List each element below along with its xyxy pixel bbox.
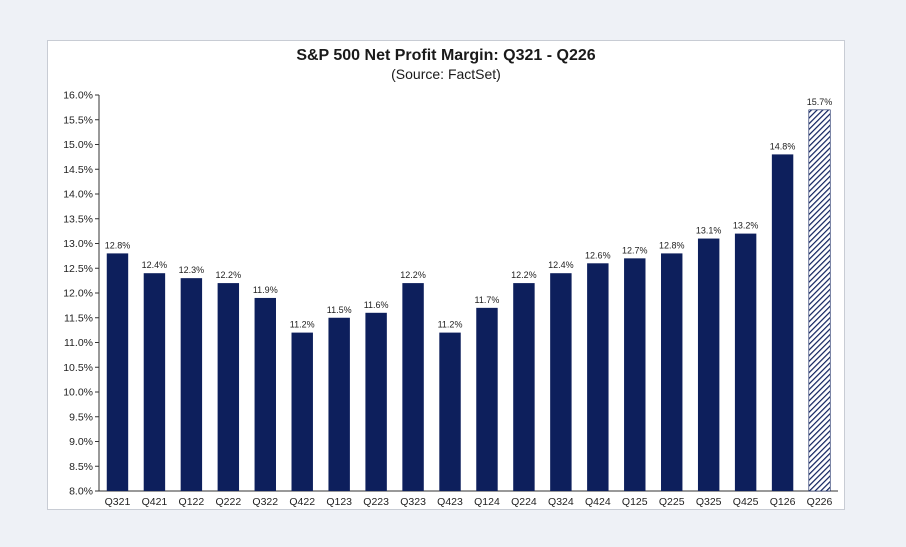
data-label: 12.8% xyxy=(105,240,131,250)
y-tick-label: 12.5% xyxy=(63,263,93,275)
bar xyxy=(439,332,461,491)
bar xyxy=(143,273,166,491)
bar xyxy=(106,253,129,491)
x-tick-label: Q421 xyxy=(142,496,168,508)
y-tick-label: 16.0% xyxy=(63,90,93,102)
data-label: 12.2% xyxy=(400,270,426,280)
bar xyxy=(476,307,498,491)
bar xyxy=(624,258,646,491)
y-tick-label: 8.5% xyxy=(69,461,93,473)
x-tick-label: Q226 xyxy=(807,496,833,508)
y-tick-label: 8.0% xyxy=(69,486,93,498)
y-tick-label: 9.5% xyxy=(69,411,93,423)
data-label: 12.2% xyxy=(511,270,537,280)
bar-chart: 8.0% 8.5% 9.0% 9.5% 10.0% 10.5% 11.0% 11.5% 12.0… xyxy=(63,90,838,508)
data-label: 13.1% xyxy=(696,226,722,236)
x-tick-label: Q122 xyxy=(179,496,205,508)
data-label: 11.2% xyxy=(290,320,315,330)
data-label: 12.3% xyxy=(179,265,205,275)
y-tick-label: 11.0% xyxy=(64,337,93,349)
y-tick-label: 14.5% xyxy=(63,164,93,176)
chart-title: S&P 500 Net Profit Margin: Q321 - Q226 xyxy=(296,47,596,64)
x-tick-label: Q322 xyxy=(252,496,278,508)
x-tick-label: Q222 xyxy=(215,496,241,508)
bar xyxy=(661,253,683,491)
data-label: 12.8% xyxy=(659,240,685,250)
x-tick-label: Q224 xyxy=(511,496,537,508)
bar xyxy=(365,312,387,491)
y-tick-label: 15.5% xyxy=(63,114,93,126)
data-label: 12.2% xyxy=(216,270,242,280)
x-tick-label: Q325 xyxy=(696,496,722,508)
bar xyxy=(402,283,424,491)
bar xyxy=(180,278,203,491)
y-tick-label: 10.0% xyxy=(63,387,93,399)
x-tick-label: Q323 xyxy=(400,496,426,508)
x-tick-label: Q223 xyxy=(363,496,389,508)
y-tick-label: 11.5% xyxy=(64,312,93,324)
data-label: 11.2% xyxy=(438,320,463,330)
data-label: 12.4% xyxy=(548,260,574,270)
data-label: 11.7% xyxy=(475,295,500,305)
bar xyxy=(587,263,609,491)
chart-frame: S&P 500 Net Profit Margin: Q321 - Q226 (… xyxy=(47,40,845,510)
data-label: 12.4% xyxy=(142,260,168,270)
bar xyxy=(771,154,794,491)
y-tick-label: 12.0% xyxy=(63,288,93,300)
y-tick-label: 15.0% xyxy=(63,139,93,151)
y-tick-label: 13.5% xyxy=(63,213,93,225)
y-tick-label: 10.5% xyxy=(63,362,93,374)
x-tick-label: Q423 xyxy=(437,496,463,508)
x-tick-label: Q324 xyxy=(548,496,574,508)
bar xyxy=(513,283,535,491)
data-label: 11.6% xyxy=(364,300,389,310)
x-tick-label: Q125 xyxy=(622,496,648,508)
y-tick-label: 14.0% xyxy=(63,189,93,201)
chart-subtitle: (Source: FactSet) xyxy=(391,66,501,82)
x-tick-label: Q126 xyxy=(770,496,796,508)
x-tick-label: Q321 xyxy=(105,496,131,508)
y-tick-label: 9.0% xyxy=(69,436,93,448)
bar xyxy=(217,283,240,491)
x-tick-label: Q124 xyxy=(474,496,500,508)
x-tick-label: Q422 xyxy=(289,496,315,508)
x-tick-label: Q425 xyxy=(733,496,759,508)
bar xyxy=(550,273,572,491)
bar xyxy=(734,233,757,491)
data-label: 15.7% xyxy=(807,97,833,107)
bar xyxy=(697,238,720,491)
bar-estimate xyxy=(808,109,831,492)
x-tick-label: Q225 xyxy=(659,496,685,508)
data-label: 12.7% xyxy=(622,245,648,255)
x-tick-label: Q123 xyxy=(326,496,352,508)
data-label: 13.2% xyxy=(733,221,759,231)
bar xyxy=(291,332,313,491)
y-tick-label: 13.0% xyxy=(63,238,93,250)
data-label: 14.8% xyxy=(770,141,796,151)
x-tick-label: Q424 xyxy=(585,496,611,508)
data-label: 11.5% xyxy=(327,305,352,315)
data-label: 11.9% xyxy=(253,285,278,295)
data-label: 12.6% xyxy=(585,250,611,260)
bar xyxy=(328,317,350,491)
bar xyxy=(254,297,276,491)
